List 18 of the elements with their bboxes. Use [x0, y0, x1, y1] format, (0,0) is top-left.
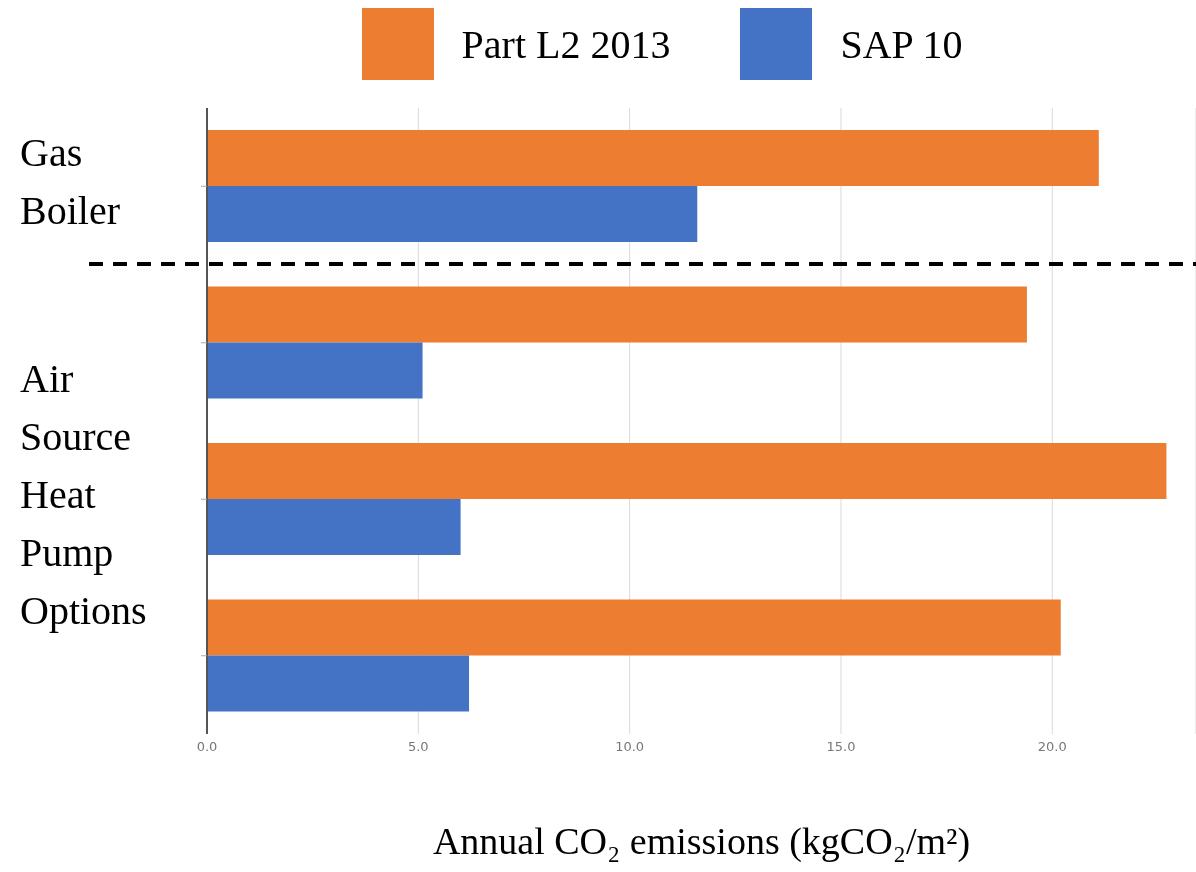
x-tick-label: 15.0 — [826, 739, 856, 755]
bar — [207, 342, 423, 399]
x-tick-label: 20.0 — [1037, 739, 1067, 755]
bar — [207, 599, 1061, 656]
x-tick-label: 0.0 — [196, 739, 218, 755]
bar — [207, 286, 1027, 343]
x-tick-label: 5.0 — [407, 739, 429, 755]
bar — [207, 498, 461, 555]
legend-label: SAP 10 — [840, 20, 963, 68]
y-tick-label: Air Source Heat Pump Options — [20, 356, 147, 634]
bar — [207, 442, 1167, 499]
x-axis-title: Annual CO₂ emissions (kgCO₂/m²) — [432, 820, 971, 863]
bar — [207, 129, 1099, 186]
x-tick-label: 10.0 — [615, 739, 645, 755]
legend-label: Part L2 2013 — [461, 20, 671, 68]
bar — [207, 655, 470, 712]
y-tick-label: Gas Boiler — [20, 130, 120, 234]
bar — [207, 185, 698, 242]
